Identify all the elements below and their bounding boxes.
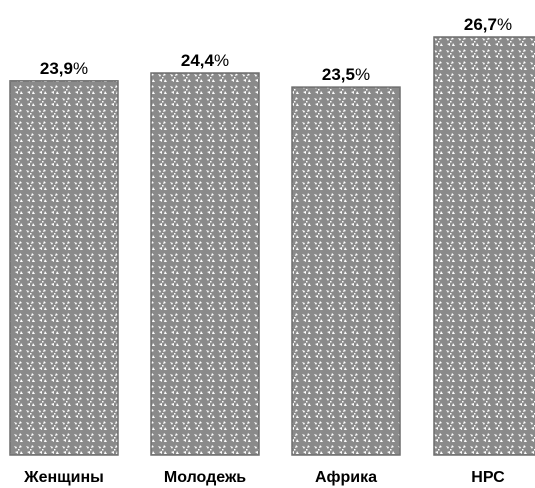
value-label-number: 24,4 (181, 51, 215, 70)
value-label-3: 23,5% (322, 65, 370, 84)
category-label-1: Женщины (23, 469, 104, 486)
value-label-number: 23,9 (40, 59, 73, 78)
category-label-2: Молодежь (164, 469, 246, 486)
value-label-unit: % (214, 51, 229, 70)
category-label-3: Африка (315, 469, 377, 486)
value-label-unit: % (355, 65, 370, 84)
value-label-number: 26,7 (464, 15, 497, 34)
value-labels-layer: 23,9% 24,4%23,5%26,7% (40, 15, 512, 84)
category-label-4: НРС (471, 469, 505, 486)
value-label-number: 23,5 (322, 65, 355, 84)
value-label-unit: % (497, 15, 512, 34)
bars-layer (9, 36, 535, 456)
value-label-2: 24,4% (181, 51, 229, 70)
value-label-unit: % (73, 59, 88, 78)
bar-2 (150, 72, 260, 456)
bar-4 (433, 36, 535, 456)
value-label-4: 26,7% (464, 15, 512, 34)
value-label-1: 23,9% (40, 59, 88, 78)
bar-1 (9, 80, 119, 456)
category-labels-layer: Женщины Молодежь Африка НРС (23, 469, 505, 486)
bar-3 (291, 86, 401, 456)
